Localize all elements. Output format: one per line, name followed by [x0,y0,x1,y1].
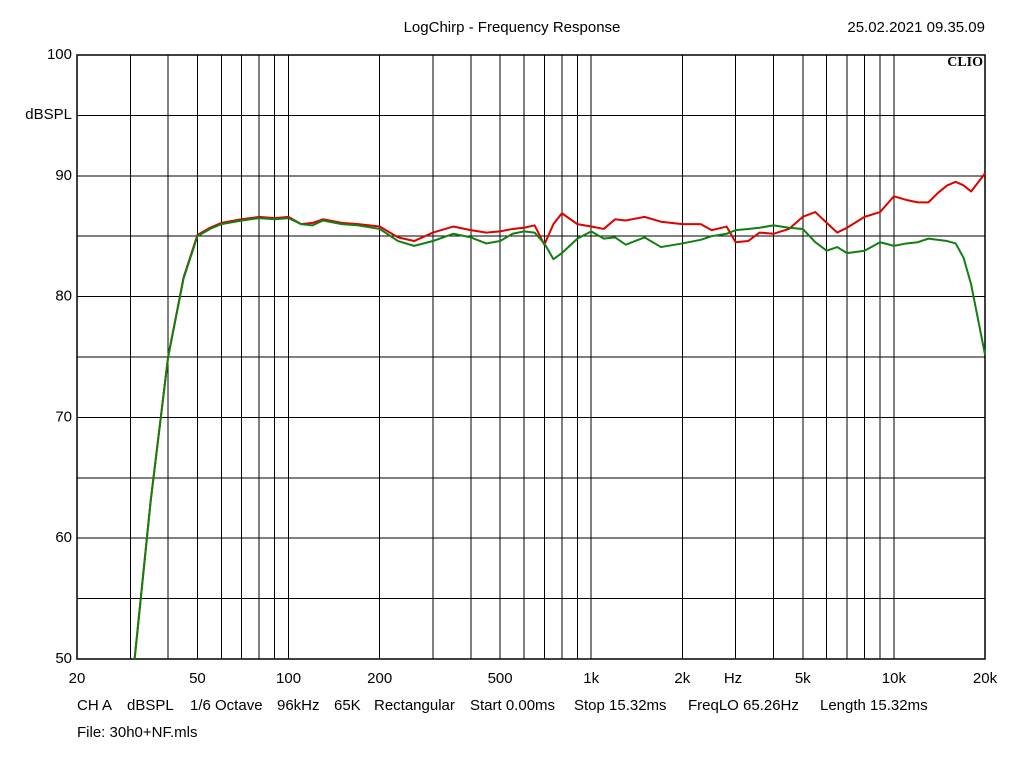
info-item: Start 0.00ms [470,697,555,714]
x-tick-label: 1k [583,670,599,687]
y-tick-label: 60 [55,529,72,546]
info-item: Rectangular [374,697,455,714]
x-tick-label: 20k [973,670,998,687]
info-item: dBSPL [127,697,174,714]
y-tick-label: 90 [55,167,72,184]
info-item: CH A [77,697,112,714]
info-item: 96kHz [277,697,320,714]
chart-title: LogChirp - Frequency Response [404,19,621,36]
info-item: 1/6 Octave [190,697,263,714]
series-line [133,217,986,660]
file-name: File: 30h0+NF.mls [77,724,197,741]
x-tick-label: 100 [276,670,301,687]
info-item: Stop 15.32ms [574,697,667,714]
info-item: FreqLO 65.26Hz [688,697,799,714]
y-tick-label: 80 [55,288,72,305]
y-tick-label: 100 [47,46,72,63]
x-tick-label: 20 [69,670,86,687]
x-tick-label: 10k [882,670,907,687]
logo: CLIO [947,55,983,70]
plot-border [76,54,986,660]
x-tick-label: 5k [795,670,811,687]
timestamp: 25.02.2021 09.35.09 [847,19,985,36]
x-tick-label: 500 [488,670,513,687]
info-item: 65K [334,697,361,714]
info-item: Length 15.32ms [820,697,928,714]
x-axis-label: Hz [724,670,742,687]
x-tick-label: 200 [367,670,392,687]
y-tick-label: 50 [55,650,72,667]
x-tick-label: 2k [674,670,690,687]
x-tick-label: 50 [189,670,206,687]
y-axis-label: dBSPL [25,106,72,123]
y-tick-label: 70 [55,408,72,425]
